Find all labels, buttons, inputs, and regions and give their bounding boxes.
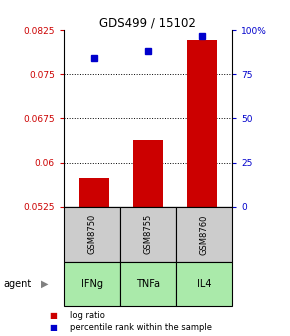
Bar (176, 262, 232, 306)
Text: IFNg: IFNg (81, 279, 103, 289)
Bar (133, 140, 163, 207)
Text: GSM8750: GSM8750 (87, 214, 96, 254)
Text: ■: ■ (49, 311, 57, 320)
Text: ■: ■ (49, 323, 57, 332)
Bar (120, 262, 176, 306)
Bar (79, 178, 108, 207)
Text: TNFa: TNFa (136, 279, 160, 289)
Title: GDS499 / 15102: GDS499 / 15102 (99, 16, 196, 29)
Bar (64, 207, 120, 262)
Text: ▶: ▶ (41, 279, 48, 289)
Text: GSM8760: GSM8760 (200, 214, 209, 255)
Bar (176, 207, 232, 262)
Bar (64, 262, 120, 306)
Text: log ratio: log ratio (70, 311, 104, 320)
Text: agent: agent (3, 279, 31, 289)
Text: GSM8755: GSM8755 (143, 214, 153, 254)
Bar (187, 40, 217, 207)
Bar (120, 207, 176, 262)
Text: IL4: IL4 (197, 279, 211, 289)
Text: percentile rank within the sample: percentile rank within the sample (70, 323, 212, 332)
